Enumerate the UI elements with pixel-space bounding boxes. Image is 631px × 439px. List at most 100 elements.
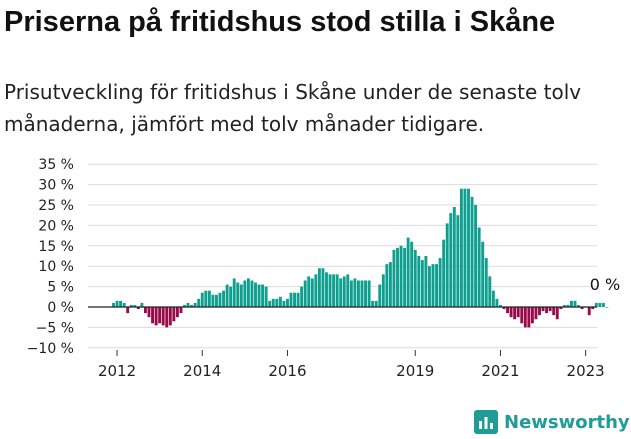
bar bbox=[289, 292, 293, 307]
bar bbox=[573, 300, 577, 307]
bar bbox=[175, 307, 179, 318]
bar bbox=[154, 307, 158, 326]
y-tick-label: 35 % bbox=[38, 157, 74, 173]
bar bbox=[325, 272, 328, 307]
x-tick-label: 2019 bbox=[396, 362, 434, 380]
bar bbox=[232, 278, 236, 307]
bar bbox=[186, 302, 190, 307]
bar bbox=[541, 307, 545, 312]
bar bbox=[349, 280, 353, 307]
bar bbox=[215, 294, 218, 307]
bar bbox=[236, 282, 240, 307]
bar bbox=[477, 227, 481, 307]
bar bbox=[342, 276, 346, 307]
bar bbox=[161, 307, 165, 326]
y-tick-label: 25 % bbox=[38, 198, 74, 214]
bar bbox=[307, 276, 311, 307]
bar bbox=[328, 274, 332, 307]
bar bbox=[271, 298, 275, 307]
bar bbox=[278, 296, 282, 307]
bar bbox=[467, 188, 470, 307]
bar bbox=[317, 268, 321, 307]
bar bbox=[335, 274, 339, 307]
x-tick-label: 2021 bbox=[481, 362, 519, 380]
bar bbox=[438, 258, 442, 307]
bar bbox=[392, 249, 396, 307]
bar bbox=[147, 307, 151, 318]
gridlines bbox=[88, 163, 597, 349]
y-tick-label: −5 % bbox=[36, 320, 74, 336]
y-axis-labels: −10 % −5 % 0 % 5 % 10 % 15 % 20 % 25 % 30 % 35 % bbox=[27, 157, 74, 357]
bar bbox=[136, 307, 140, 310]
bar bbox=[381, 274, 385, 307]
bar bbox=[339, 278, 343, 307]
bar bbox=[119, 300, 123, 307]
bar bbox=[321, 268, 325, 307]
bar bbox=[474, 205, 478, 307]
bar bbox=[495, 298, 499, 307]
bar bbox=[165, 307, 169, 328]
x-tick-label: 2012 bbox=[98, 362, 136, 380]
bar bbox=[516, 307, 520, 318]
bar bbox=[268, 300, 272, 307]
y-tick-label: 5 % bbox=[47, 280, 74, 296]
bar-chart: −10 %−5 %0 %5 %10 %15 %20 %25 %30 %35 % … bbox=[27, 157, 620, 380]
bar bbox=[523, 307, 527, 328]
bar bbox=[562, 304, 566, 307]
bar bbox=[122, 302, 126, 307]
bar bbox=[144, 307, 147, 314]
bar bbox=[552, 307, 556, 316]
bar bbox=[566, 304, 570, 307]
bar bbox=[303, 280, 307, 307]
bar bbox=[435, 264, 438, 307]
x-tick-label: 2016 bbox=[268, 362, 306, 380]
bar bbox=[410, 241, 414, 307]
bar bbox=[332, 274, 336, 307]
bar bbox=[218, 292, 222, 307]
bar bbox=[257, 284, 261, 307]
y-tick-label: 30 % bbox=[38, 178, 74, 194]
bar bbox=[509, 307, 513, 318]
bar bbox=[158, 307, 162, 324]
bar bbox=[499, 304, 502, 307]
bar bbox=[428, 266, 431, 307]
bar bbox=[403, 247, 407, 307]
bars bbox=[112, 188, 609, 328]
bar bbox=[534, 307, 538, 320]
bar bbox=[275, 298, 279, 307]
bar bbox=[357, 280, 360, 307]
bar bbox=[225, 284, 229, 307]
bar bbox=[570, 300, 573, 307]
bar bbox=[211, 294, 215, 307]
bar bbox=[513, 307, 517, 320]
bar bbox=[431, 264, 435, 307]
newsworthy-logo-icon bbox=[474, 410, 498, 434]
bar bbox=[282, 300, 286, 307]
bar bbox=[371, 300, 375, 307]
bar bbox=[183, 304, 186, 307]
bar bbox=[239, 284, 243, 307]
x-tick-label: 2023 bbox=[567, 362, 605, 380]
page-subtitle: Prisutveckling för fritidshus i Skåne un… bbox=[4, 80, 582, 136]
bar bbox=[151, 307, 154, 324]
bar bbox=[527, 307, 531, 328]
bar bbox=[346, 274, 350, 307]
bar bbox=[591, 307, 595, 310]
bar bbox=[555, 307, 559, 320]
bar bbox=[243, 280, 247, 307]
bar bbox=[250, 280, 254, 307]
bar bbox=[587, 307, 591, 316]
bar bbox=[286, 298, 289, 307]
bar bbox=[605, 307, 609, 308]
bar bbox=[530, 307, 534, 324]
bar bbox=[172, 307, 176, 322]
bar bbox=[538, 307, 541, 316]
bar bbox=[300, 286, 304, 307]
bar bbox=[459, 188, 463, 307]
bar bbox=[598, 302, 602, 307]
bar bbox=[548, 307, 552, 312]
bar bbox=[200, 292, 204, 307]
bar bbox=[140, 302, 144, 307]
bar bbox=[353, 278, 357, 307]
bar bbox=[463, 188, 467, 307]
